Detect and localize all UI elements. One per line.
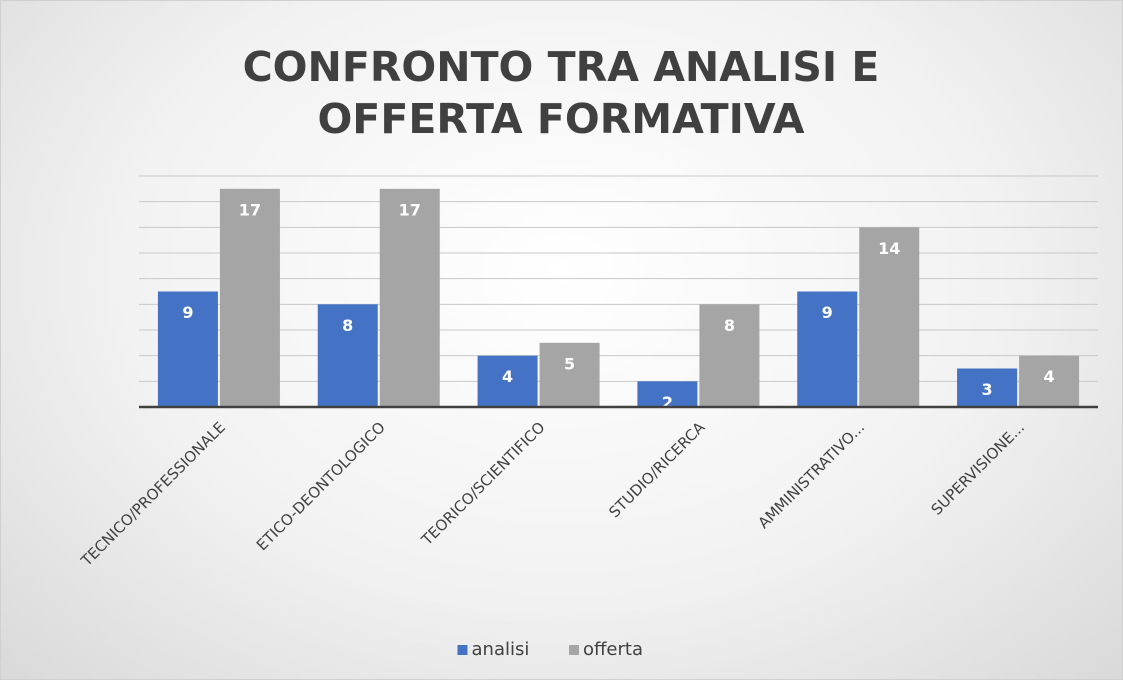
data-label: 8 bbox=[342, 316, 353, 335]
x-tick-label: TEORICO/SCIENTIFICO bbox=[417, 418, 548, 549]
data-label: 4 bbox=[1044, 367, 1055, 386]
legend-swatch bbox=[569, 645, 579, 655]
data-label: 8 bbox=[724, 316, 735, 335]
bar bbox=[219, 188, 280, 407]
bar bbox=[1019, 355, 1080, 407]
bar bbox=[797, 291, 858, 407]
x-tick-label: STUDIO/RICERCA bbox=[605, 418, 709, 522]
x-tick-label: SUPERVISIONE... bbox=[928, 418, 1028, 518]
legend-label: analisi bbox=[472, 639, 530, 660]
bar bbox=[379, 188, 440, 407]
data-label: 17 bbox=[399, 200, 421, 219]
data-label: 5 bbox=[564, 354, 575, 373]
legend-label: offerta bbox=[583, 639, 643, 660]
x-tick-label: ETICO-DEONTOLOGICO bbox=[253, 418, 389, 554]
bar bbox=[539, 342, 600, 407]
bar bbox=[637, 381, 698, 407]
data-label: 3 bbox=[982, 380, 993, 399]
data-label: 14 bbox=[878, 239, 900, 258]
chart-title: CONFRONTO TRA ANALISI E OFFERTA FORMATIV… bbox=[242, 43, 880, 143]
data-label: 9 bbox=[822, 303, 833, 322]
data-label: 9 bbox=[182, 303, 193, 322]
x-tick-label: TECNICO/PROFESSIONALE bbox=[77, 418, 229, 570]
data-label: 2 bbox=[662, 393, 673, 412]
bar bbox=[859, 227, 920, 407]
bar bbox=[157, 291, 218, 407]
data-label: 17 bbox=[239, 200, 261, 219]
x-tick-label: AMMINISTRATIVO... bbox=[754, 418, 868, 532]
bar bbox=[957, 368, 1018, 407]
bar bbox=[699, 304, 760, 407]
legend-swatch bbox=[457, 645, 468, 655]
bar bbox=[317, 304, 378, 407]
bar bbox=[477, 355, 538, 407]
data-label: 4 bbox=[502, 367, 513, 386]
